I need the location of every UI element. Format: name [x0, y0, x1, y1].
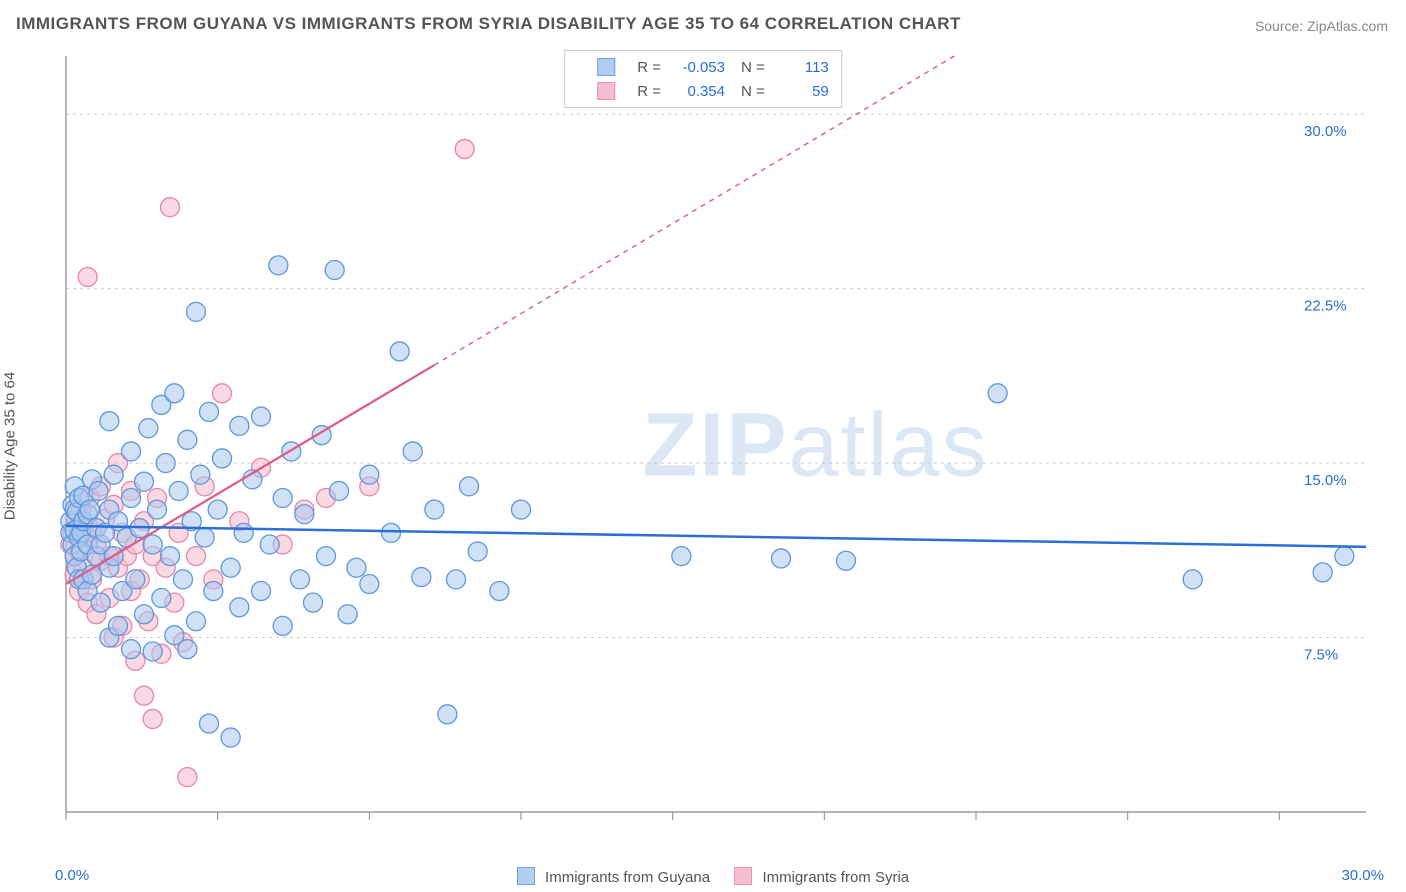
r-value-syria: 0.354 [671, 83, 725, 100]
r-value-guyana: -0.053 [671, 59, 725, 76]
series-label-syria: Immigrants from Syria [762, 869, 909, 886]
x-axis-min: 0.0% [55, 867, 89, 884]
correlation-legend: R = -0.053 N = 113 R = 0.354 N = 59 [564, 50, 842, 108]
r-label: R = [637, 59, 661, 76]
svg-text:15.0%: 15.0% [1304, 472, 1347, 489]
source-label: Source: [1255, 18, 1303, 34]
svg-text:22.5%: 22.5% [1304, 298, 1347, 315]
n-value-syria: 59 [775, 83, 829, 100]
y-axis-label: Disability Age 35 to 64 [2, 372, 19, 520]
legend-row-guyana: R = -0.053 N = 113 [577, 55, 829, 79]
swatch-syria-bottom [734, 867, 752, 885]
chart-area: 7.5% 15.0% 22.5% 30.0% [52, 46, 1386, 826]
series-label-guyana: Immigrants from Guyana [545, 869, 710, 886]
n-value-guyana: 113 [775, 59, 829, 76]
n-label: N = [741, 83, 765, 100]
bottom-legend: 0.0% Immigrants from Guyana Immigrants f… [0, 867, 1406, 886]
x-axis-max: 30.0% [1341, 867, 1384, 884]
chart-title: IMMIGRANTS FROM GUYANA VS IMMIGRANTS FRO… [16, 14, 961, 34]
n-label: N = [741, 59, 765, 76]
scatter-chart: 7.5% 15.0% 22.5% 30.0% [52, 46, 1386, 826]
svg-text:30.0%: 30.0% [1304, 123, 1347, 140]
source-link[interactable]: ZipAtlas.com [1307, 18, 1388, 34]
swatch-guyana-bottom [517, 867, 535, 885]
swatch-guyana [597, 58, 615, 76]
swatch-syria [597, 82, 615, 100]
r-label: R = [637, 83, 661, 100]
source-attribution: Source: ZipAtlas.com [1255, 18, 1388, 34]
svg-text:7.5%: 7.5% [1304, 647, 1338, 664]
legend-row-syria: R = 0.354 N = 59 [577, 79, 829, 103]
